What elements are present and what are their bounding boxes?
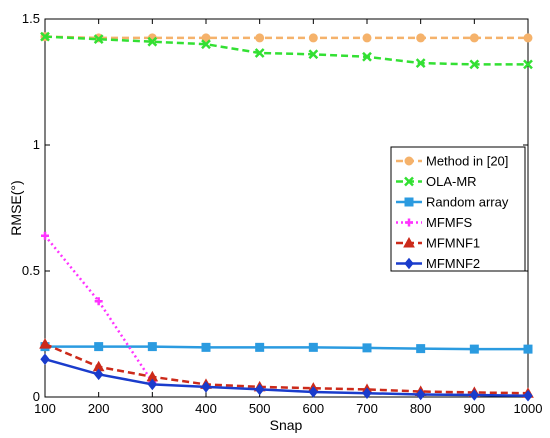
data-point: [201, 33, 211, 43]
data-point: [39, 338, 51, 349]
data-point: [403, 236, 415, 248]
data-point: [523, 389, 533, 402]
y-tick-label: 1: [33, 137, 40, 152]
series-mfmnf2: [40, 353, 533, 402]
x-tick-label: 700: [356, 401, 378, 416]
data-point: [308, 386, 318, 398]
data-point: [255, 383, 265, 396]
x-tick-label: 600: [302, 401, 324, 416]
legend-entry: Random array: [396, 195, 509, 210]
data-point: [362, 51, 372, 62]
data-point: [415, 58, 426, 68]
y-tick-label: 1.5: [22, 11, 40, 26]
data-point: [405, 218, 413, 227]
data-point: [416, 344, 426, 354]
data-point: [93, 34, 104, 45]
data-point: [201, 381, 211, 393]
x-tick-label: 100: [34, 401, 56, 416]
data-point: [362, 387, 372, 400]
data-point: [469, 33, 479, 43]
data-point: [308, 49, 319, 60]
data-point: [94, 297, 103, 306]
data-point: [404, 197, 414, 207]
data-point: [469, 59, 480, 70]
data-point: [523, 33, 533, 43]
legend-label: Method in [20]: [426, 154, 508, 169]
data-point: [94, 342, 104, 352]
x-axis-title: Snap: [270, 417, 303, 433]
legend: Method in [20] OLA-MR Random array MFMFS MFM…: [390, 146, 526, 272]
data-point: [469, 389, 479, 401]
data-point: [201, 342, 211, 352]
data-point: [308, 33, 318, 43]
data-point: [308, 342, 318, 352]
y-axis: 0 0.5 1 1.5: [22, 11, 528, 404]
legend-label: MFMFS: [426, 215, 473, 230]
x-tick-label: 400: [195, 401, 217, 416]
data-point: [201, 39, 211, 50]
data-point: [523, 344, 533, 354]
data-point: [416, 33, 426, 43]
series-line: [44, 35, 528, 40]
legend-entry: Method in [20]: [396, 154, 508, 169]
data-point: [362, 33, 372, 43]
data-point: [40, 353, 50, 366]
data-point: [40, 31, 50, 42]
data-point: [147, 378, 157, 391]
y-tick-label: 0.5: [22, 263, 40, 278]
legend-entry: OLA-MR: [396, 174, 477, 189]
data-point: [404, 176, 414, 187]
data-point: [255, 33, 265, 43]
data-point: [469, 344, 479, 354]
series-ola-mr: [40, 31, 533, 70]
data-point: [523, 59, 533, 70]
x-tick-label: 500: [249, 401, 271, 416]
legend-entry: MFMNF1: [396, 236, 480, 251]
y-tick-label: 0: [33, 389, 40, 404]
series-random-array: [40, 342, 533, 354]
series-line: [45, 345, 528, 351]
data-point: [404, 257, 414, 270]
y-axis-title: RMSE(°): [8, 180, 24, 235]
x-tick-label: 200: [88, 401, 110, 416]
data-point: [41, 231, 49, 240]
data-point: [362, 343, 372, 353]
series-line: [44, 357, 529, 397]
x-tick-label: 1000: [514, 401, 543, 416]
series-line: [44, 35, 528, 66]
data-point: [254, 48, 265, 58]
x-tick-label: 800: [410, 401, 432, 416]
legend-entry: MFMFS: [396, 215, 473, 230]
series-line: [44, 342, 529, 395]
data-point: [416, 388, 426, 401]
data-point: [255, 342, 265, 352]
series-layer: [39, 31, 534, 402]
legend-entry: MFMNF2: [396, 256, 480, 271]
legend-box: [390, 146, 526, 272]
legend-label: OLA-MR: [426, 174, 477, 189]
data-point: [147, 36, 158, 47]
data-point: [94, 368, 104, 381]
x-tick-label: 300: [141, 401, 163, 416]
legend-label: MFMNF2: [426, 256, 480, 271]
data-point: [147, 342, 157, 352]
data-point: [404, 156, 414, 166]
x-tick-label: 900: [463, 401, 485, 416]
legend-label: Random array: [426, 195, 509, 210]
legend-label: MFMNF1: [426, 236, 480, 251]
